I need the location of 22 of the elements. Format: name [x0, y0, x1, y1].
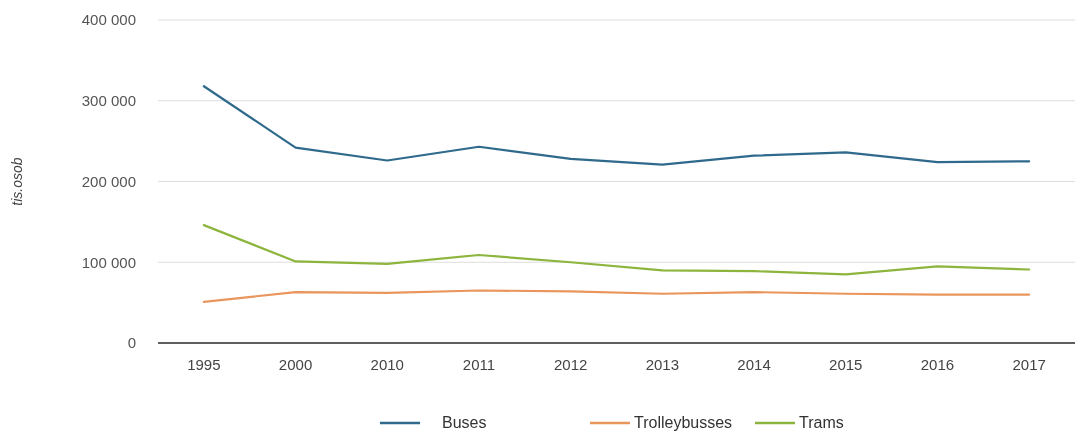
line-series	[202, 85, 1031, 166]
x-tick-label: 2013	[645, 356, 680, 373]
line-series	[202, 224, 1031, 276]
x-tick-label: 2010	[370, 356, 404, 373]
x-tick-label: 2015	[829, 356, 863, 373]
x-tick-label: 2016	[920, 356, 955, 373]
y-tick-label: 300 000	[81, 92, 136, 109]
y-tick-label: 100 000	[81, 253, 136, 271]
legend-label: Trams	[799, 414, 844, 431]
legend-label: Buses	[442, 414, 487, 431]
y-axis-title: tis.osob	[9, 157, 25, 206]
y-tick-label: 200 000	[81, 172, 136, 190]
y-tick-label: 400 000	[81, 11, 136, 29]
legend-label: Trolleybusses	[634, 414, 733, 431]
x-tick-label: 2014	[737, 356, 771, 373]
x-tick-label: 2011	[462, 356, 496, 373]
y-tick-label: 0	[127, 334, 136, 352]
x-tick-label: 2000	[278, 356, 313, 373]
x-tick-label: 1995	[187, 356, 221, 373]
line-series	[202, 289, 1031, 303]
x-tick-label: 2017	[1012, 356, 1046, 373]
x-tick-label: 2012	[553, 356, 588, 373]
